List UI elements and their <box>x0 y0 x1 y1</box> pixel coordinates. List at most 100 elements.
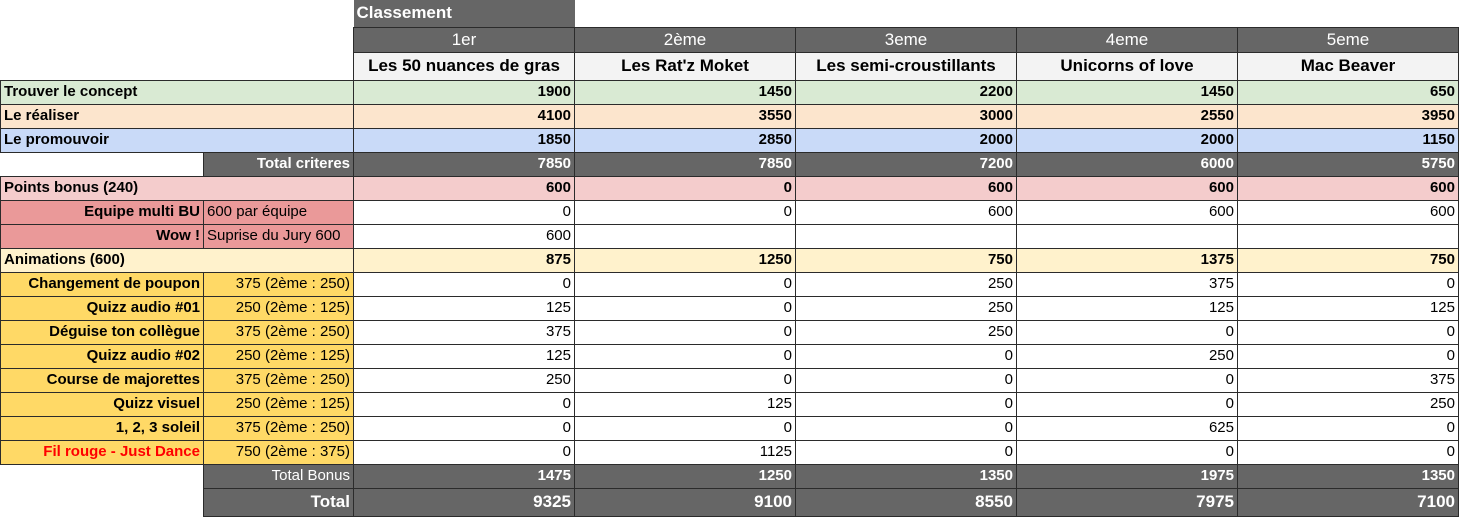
animation-item-desc-cell[interactable]: 250 (2ème : 125) <box>203 391 354 417</box>
team-name-cell[interactable]: Les semi-croustillants <box>795 51 1017 81</box>
score-cell[interactable]: 600 <box>1237 199 1459 225</box>
score-cell[interactable]: 0 <box>795 367 1017 393</box>
animation-item-desc-cell[interactable]: 375 (2ème : 250) <box>203 367 354 393</box>
bonus-item-desc-cell[interactable]: Suprise du Jury 600 <box>203 223 354 249</box>
score-cell[interactable]: 1450 <box>1016 79 1238 105</box>
criteria-label-cell[interactable]: Le réaliser <box>0 103 354 129</box>
score-cell[interactable]: 600 <box>1237 175 1459 201</box>
bonus-item-label-cell[interactable]: Equipe multi BU <box>0 199 204 225</box>
score-cell[interactable]: 750 <box>1237 247 1459 273</box>
score-cell[interactable]: 0 <box>353 199 575 225</box>
rank-header-cell[interactable]: 1er <box>353 26 575 53</box>
score-cell[interactable]: 0 <box>1237 271 1459 297</box>
score-cell[interactable]: 650 <box>1237 79 1459 105</box>
total-cell[interactable]: 7200 <box>795 151 1017 177</box>
score-cell[interactable] <box>1237 223 1459 249</box>
score-cell[interactable] <box>795 223 1017 249</box>
score-cell[interactable]: 0 <box>1237 415 1459 441</box>
score-cell[interactable] <box>1016 223 1238 249</box>
total-cell[interactable]: 1350 <box>795 463 1017 489</box>
animation-item-label-cell[interactable]: Déguise ton collègue <box>0 319 204 345</box>
animation-item-desc-cell[interactable]: 250 (2ème : 125) <box>203 343 354 369</box>
score-cell[interactable]: 1150 <box>1237 127 1459 153</box>
score-cell[interactable]: 0 <box>574 367 796 393</box>
total-cell[interactable]: 1350 <box>1237 463 1459 489</box>
score-cell[interactable] <box>574 223 796 249</box>
score-cell[interactable]: 1375 <box>1016 247 1238 273</box>
score-cell[interactable]: 1125 <box>574 439 796 465</box>
animation-item-label-cell[interactable]: Quizz visuel <box>0 391 204 417</box>
score-cell[interactable]: 0 <box>574 295 796 321</box>
score-cell[interactable]: 0 <box>1016 439 1238 465</box>
score-cell[interactable]: 0 <box>1016 319 1238 345</box>
score-cell[interactable]: 600 <box>1016 175 1238 201</box>
score-cell[interactable]: 3950 <box>1237 103 1459 129</box>
score-cell[interactable]: 0 <box>574 199 796 225</box>
grand-total-cell[interactable]: 9325 <box>353 487 575 517</box>
score-cell[interactable]: 125 <box>353 343 575 369</box>
total-criteres-label-cell[interactable]: Total criteres <box>203 151 354 177</box>
score-cell[interactable]: 600 <box>1016 199 1238 225</box>
score-cell[interactable]: 250 <box>1237 391 1459 417</box>
score-cell[interactable]: 750 <box>795 247 1017 273</box>
total-cell[interactable]: 1975 <box>1016 463 1238 489</box>
score-cell[interactable]: 600 <box>795 199 1017 225</box>
animation-item-desc-cell[interactable]: 250 (2ème : 125) <box>203 295 354 321</box>
score-cell[interactable]: 625 <box>1016 415 1238 441</box>
score-cell[interactable]: 0 <box>574 175 796 201</box>
rank-header-cell[interactable]: 4eme <box>1016 26 1238 53</box>
grand-total-cell[interactable]: 9100 <box>574 487 796 517</box>
animation-item-label-cell[interactable]: Quizz audio #01 <box>0 295 204 321</box>
score-cell[interactable]: 125 <box>574 391 796 417</box>
animation-item-desc-cell[interactable]: 375 (2ème : 250) <box>203 271 354 297</box>
total-cell[interactable]: 6000 <box>1016 151 1238 177</box>
bonus-label-cell[interactable]: Points bonus (240) <box>0 175 354 201</box>
score-cell[interactable]: 0 <box>353 391 575 417</box>
rank-header-cell[interactable]: 5eme <box>1237 26 1459 53</box>
score-cell[interactable]: 250 <box>353 367 575 393</box>
animation-item-desc-cell[interactable]: 750 (2ème : 375) <box>203 439 354 465</box>
score-cell[interactable]: 0 <box>574 415 796 441</box>
total-cell[interactable]: 7850 <box>353 151 575 177</box>
score-cell[interactable]: 375 <box>353 319 575 345</box>
animation-item-label-cell[interactable]: Course de majorettes <box>0 367 204 393</box>
score-cell[interactable]: 0 <box>574 319 796 345</box>
score-cell[interactable]: 0 <box>795 415 1017 441</box>
criteria-label-cell[interactable]: Trouver le concept <box>0 79 354 105</box>
grand-total-cell[interactable]: 7100 <box>1237 487 1459 517</box>
score-cell[interactable]: 4100 <box>353 103 575 129</box>
score-cell[interactable]: 2550 <box>1016 103 1238 129</box>
grand-total-label-cell[interactable]: Total <box>203 487 354 517</box>
grand-total-cell[interactable]: 7975 <box>1016 487 1238 517</box>
score-cell[interactable]: 250 <box>795 271 1017 297</box>
score-cell[interactable]: 0 <box>353 439 575 465</box>
bonus-item-label-cell[interactable]: Wow ! <box>0 223 204 249</box>
score-cell[interactable]: 125 <box>1237 295 1459 321</box>
score-cell[interactable]: 1850 <box>353 127 575 153</box>
classement-header-cell[interactable]: Classement <box>353 0 575 27</box>
score-cell[interactable]: 0 <box>353 271 575 297</box>
total-cell[interactable]: 1250 <box>574 463 796 489</box>
animation-item-desc-cell[interactable]: 375 (2ème : 250) <box>203 319 354 345</box>
animation-item-label-cell[interactable]: 1, 2, 3 soleil <box>0 415 204 441</box>
animation-item-label-cell[interactable]: Quizz audio #02 <box>0 343 204 369</box>
score-cell[interactable]: 125 <box>353 295 575 321</box>
score-cell[interactable]: 250 <box>1016 343 1238 369</box>
score-cell[interactable]: 1900 <box>353 79 575 105</box>
total-cell[interactable]: 5750 <box>1237 151 1459 177</box>
animation-item-desc-cell[interactable]: 375 (2ème : 250) <box>203 415 354 441</box>
score-cell[interactable]: 0 <box>1016 367 1238 393</box>
score-cell[interactable]: 600 <box>795 175 1017 201</box>
score-cell[interactable]: 875 <box>353 247 575 273</box>
animation-item-label-cell[interactable]: Fil rouge - Just Dance <box>0 439 204 465</box>
score-cell[interactable]: 600 <box>353 223 575 249</box>
criteria-label-cell[interactable]: Le promouvoir <box>0 127 354 153</box>
score-cell[interactable]: 0 <box>795 391 1017 417</box>
score-cell[interactable]: 1250 <box>574 247 796 273</box>
score-cell[interactable]: 1450 <box>574 79 796 105</box>
animation-item-label-cell[interactable]: Changement de poupon <box>0 271 204 297</box>
score-cell[interactable]: 0 <box>574 343 796 369</box>
team-name-cell[interactable]: Mac Beaver <box>1237 51 1459 81</box>
score-cell[interactable]: 3000 <box>795 103 1017 129</box>
score-cell[interactable]: 250 <box>795 319 1017 345</box>
